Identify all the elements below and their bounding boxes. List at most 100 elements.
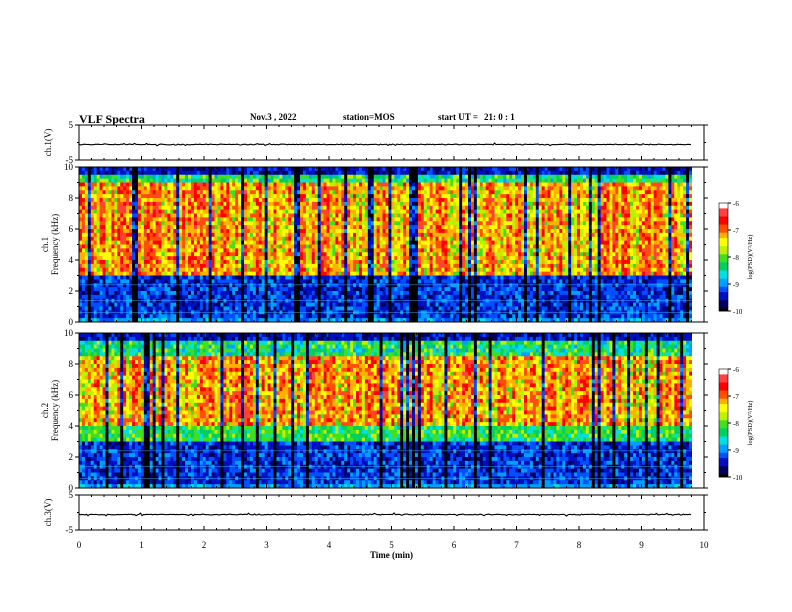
ch.1-spectrogram-cell [265,194,268,198]
ch.1-spectrogram-cell [135,198,138,202]
ch.1-spectrogram-cell [220,183,223,187]
ch.1-spectrogram-cell [173,175,176,179]
ch.1-spectrogram-cell [274,264,277,268]
ch.1-spectrogram-cell [226,206,229,210]
ch.1-spectrogram-cell [164,206,167,210]
ch.1-spectrogram-cell [170,210,173,214]
ch.1-spectrogram-cell [194,171,197,175]
ch.1-spectrogram-cell [144,179,147,183]
ch.1-spectrogram-cell [212,268,215,272]
ch.1-spectrogram-cell [247,248,250,252]
ch.1-spectrogram-cell [203,190,206,194]
ch.1-spectrogram-cell [256,307,259,311]
ch.1-spectrogram-cell [279,214,282,218]
ch.1-spectrogram-cell [185,276,188,280]
ch.1-spectrogram-cell [232,186,235,190]
ch.1-spectrogram-cell [250,179,253,183]
ch.1-spectrogram-cell [120,229,123,233]
ch.1-spectrogram-cell [253,202,256,206]
ch.1-spectrogram-cell [303,248,306,252]
ch.1-spectrogram-cell [114,268,117,272]
ch.1-spectrogram-cell [229,194,232,198]
ch.1-spectrogram-cell [265,217,268,221]
ch.1-spectrogram-cell [294,272,297,276]
ch.1-spectrogram-cell [120,295,123,299]
ch.1-spectrogram-cell [170,186,173,190]
ch.1-spectrogram-cell [220,248,223,252]
ch.1-spectrogram-cell [206,237,209,241]
ch.1-spectrogram-cell [103,252,106,256]
ch.1-spectrogram-cell [188,264,191,268]
ch.1-spectrogram-cell [288,237,291,241]
ch.1-spectrogram-cell [253,248,256,252]
ch.1-spectrogram-cell [162,171,165,175]
ch.1-spectrogram-cell [223,241,226,245]
ch.1-spectrogram-cell [138,252,141,256]
ch.1-spectrogram-cell [100,198,103,202]
ch.1-spectrogram-cell [173,183,176,187]
ch.1-spectrogram-cell [176,272,179,276]
ch.1-spectrogram-cell [97,229,100,233]
ch.1-spectrogram-cell [209,268,212,272]
ch.1-spectrogram-cell [79,179,82,183]
ch.1-spectrogram-cell [256,225,259,229]
ch.1-spectrogram-cell [150,175,153,179]
ch.1-spectrogram-cell [117,179,120,183]
ch.1-spectrogram-cell [79,272,82,276]
ch.1-spectrogram-cell [179,307,182,311]
ch.1-spectrogram-cell [259,314,262,318]
ch.1-spectrogram-cell [218,283,221,287]
ch.1-spectrogram-cell [285,256,288,260]
ch.1-spectrogram-cell [120,210,123,214]
ch.1-spectrogram-cell [138,171,141,175]
ch.1-spectrogram-cell [153,229,156,233]
ch.1-spectrogram-cell [138,183,141,187]
ch.1-spectrogram-cell [212,299,215,303]
ch.1-spectrogram-cell [82,198,85,202]
ch.1-spectrogram-cell [285,241,288,245]
ch.1-spectrogram-cell [256,268,259,272]
ch.1-spectrogram-cell [103,264,106,268]
ch.1-spectrogram-cell [218,186,221,190]
ch.1-spectrogram-cell [300,217,303,221]
ch.1-spectrogram-cell [229,268,232,272]
ch.1-spectrogram-cell [297,198,300,202]
ch.1-spectrogram-cell [262,241,265,245]
ch.1-spectrogram-cell [173,287,176,291]
ch.1-spectrogram-cell [274,225,277,229]
ch.1-spectrogram-cell [150,268,153,272]
ch.1-spectrogram-cell [97,252,100,256]
ch.1-spectrogram-cell [135,276,138,280]
ch.1-spectrogram-cell [141,287,144,291]
ch.1-spectrogram-cell [144,260,147,264]
ch.1-spectrogram-cell [132,186,135,190]
ch.1-spectrogram-cell [297,283,300,287]
ch.1-spectrogram-cell [276,175,279,179]
ch.1-spectrogram-cell [244,237,247,241]
ch.1-spectrogram-cell [111,303,114,307]
ch.1-spectrogram-cell [111,241,114,245]
ch.1-spectrogram-cell [159,210,162,214]
ch.1-spectrogram-cell [126,314,129,318]
ch.1-spectrogram-cell [153,256,156,260]
ch.1-spectrogram-cell [162,221,165,225]
ch.1-spectrogram-cell [123,299,126,303]
ch.1-spectrogram-cell [212,233,215,237]
ch.1-spectrogram-cell [173,248,176,252]
ch.1-spectrogram-cell [150,214,153,218]
ch.1-spectrogram-cell [235,229,238,233]
ch.1-spectrogram-cell [167,221,170,225]
ch.1-spectrogram-cell [268,194,271,198]
ch.1-spectrogram-cell [111,171,114,175]
ch.1-spectrogram-cell [173,272,176,276]
ch.1-spectrogram-cell [123,179,126,183]
ch.1-spectrogram-cell [282,295,285,299]
ch.1-spectrogram-cell [218,295,221,299]
ch.1-spectrogram-cell [111,279,114,283]
ch.1-spectrogram-cell [100,268,103,272]
ch.1-spectrogram-cell [265,283,268,287]
ch.1-spectrogram-cell [144,194,147,198]
ch.1-spectrogram-cell [218,256,221,260]
ch.1-spectrogram-cell [279,171,282,175]
ch.1-spectrogram-cell [108,217,111,221]
